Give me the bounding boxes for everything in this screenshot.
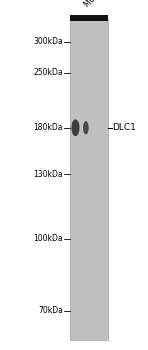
Text: 300kDa: 300kDa [33, 37, 63, 47]
Bar [70, 19, 108, 340]
Text: 130kDa: 130kDa [33, 170, 63, 179]
Ellipse shape [83, 121, 89, 134]
Bar [70, 15, 108, 21]
Text: 100kDa: 100kDa [33, 234, 63, 243]
Ellipse shape [71, 119, 80, 136]
Text: Mouse lung: Mouse lung [82, 0, 120, 9]
Text: 180kDa: 180kDa [33, 123, 63, 132]
Text: 70kDa: 70kDa [38, 306, 63, 315]
Text: DLC1: DLC1 [112, 123, 136, 132]
Text: 250kDa: 250kDa [33, 68, 63, 77]
